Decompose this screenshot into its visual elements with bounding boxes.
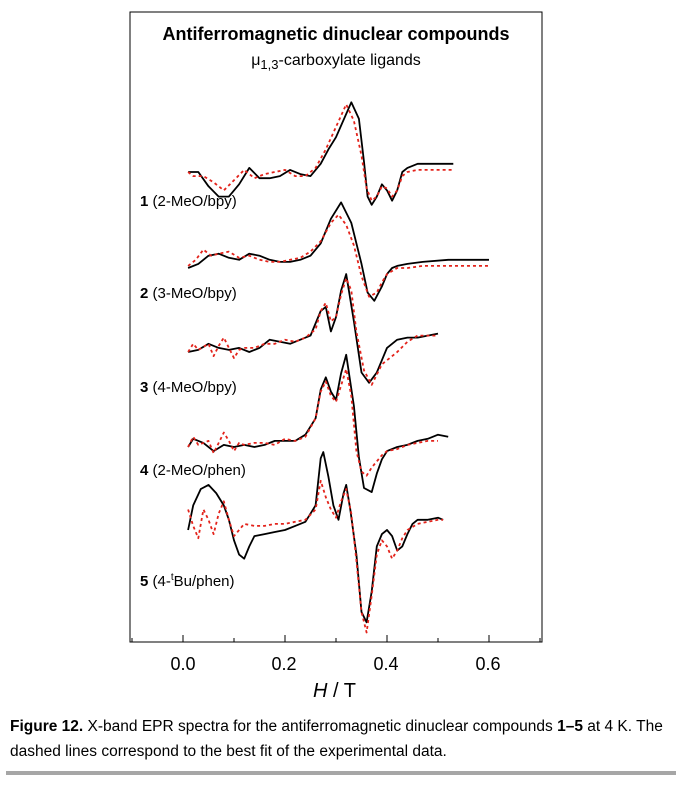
fit-line-5 <box>187 479 444 634</box>
fit-line-4 <box>187 368 438 477</box>
caption-label: Figure 12. <box>10 718 84 735</box>
series-label-2: 2 (3-MeO/bpy) <box>140 285 237 302</box>
series-label-3: 3 (4-MeO/bpy) <box>140 379 237 396</box>
x-tick-label: 0.0 <box>170 654 196 674</box>
subtitle-mu: μ <box>251 52 261 69</box>
experimental-line-3 <box>187 273 439 384</box>
x-tick-label: 0.6 <box>475 654 501 674</box>
fit-line-2 <box>187 213 489 298</box>
spectra-curves <box>187 101 489 634</box>
series-label-5: 5 (4-tBu/phen) <box>140 572 235 591</box>
x-tick-label: 0.2 <box>271 654 297 674</box>
chart-title: Antiferromagnetic dinuclear compounds <box>162 24 510 44</box>
plot-frame <box>129 11 543 643</box>
x-axis <box>131 635 541 642</box>
x-tick-label: 0.4 <box>373 654 399 674</box>
experimental-line-1 <box>188 101 454 206</box>
experimental-line-4 <box>187 353 449 493</box>
chart-subtitle: μ1,3-carboxylate ligands <box>130 52 542 73</box>
series-label-1: 1 (2-MeO/bpy) <box>140 193 237 210</box>
fit-line-3 <box>187 277 438 386</box>
x-axis-label: H / T <box>313 680 356 702</box>
epr-spectra-chart <box>129 11 543 643</box>
caption-rule <box>6 771 676 775</box>
figure-caption: Figure 12. X-band EPR spectra for the an… <box>10 718 663 760</box>
series-label-4: 4 (2-MeO/phen) <box>140 462 246 479</box>
experimental-line-2 <box>187 201 489 302</box>
subtitle-text: -carboxylate ligands <box>278 52 421 69</box>
fit-line-1 <box>187 103 454 202</box>
subtitle-subscript: 1,3 <box>260 57 279 73</box>
